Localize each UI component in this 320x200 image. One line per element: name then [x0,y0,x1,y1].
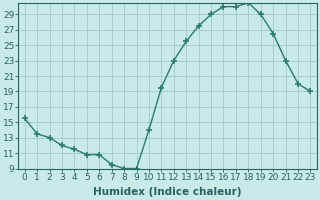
X-axis label: Humidex (Indice chaleur): Humidex (Indice chaleur) [93,187,242,197]
